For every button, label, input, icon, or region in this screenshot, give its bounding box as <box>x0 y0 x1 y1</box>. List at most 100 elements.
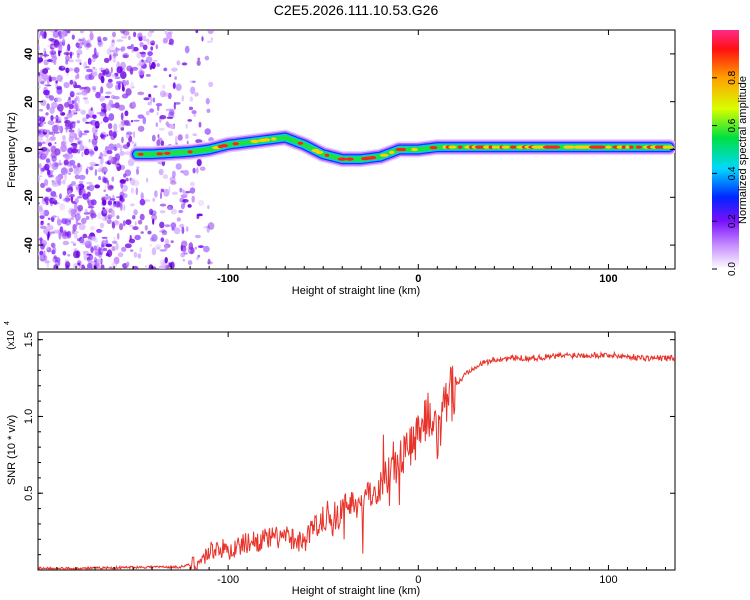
noise-speckle <box>82 97 88 100</box>
snr-panel: -100 0 100 0.5 1.0 1.5 Height of straight lin… <box>4 321 676 597</box>
noise-speckle <box>38 84 41 90</box>
noise-speckle <box>168 130 174 137</box>
noise-speckle <box>156 63 160 67</box>
track-peak <box>369 156 377 160</box>
noise-speckle <box>87 39 91 45</box>
noise-speckle <box>116 39 124 42</box>
noise-speckle <box>88 238 93 241</box>
noise-speckle <box>51 101 58 109</box>
noise-speckle <box>68 103 74 110</box>
noise-speckle <box>174 102 181 105</box>
noise-speckle <box>64 116 69 120</box>
noise-speckle <box>38 129 41 135</box>
noise-speckle <box>40 31 45 36</box>
noise-speckle <box>73 81 77 89</box>
noise-speckle <box>108 130 113 137</box>
noise-speckle <box>83 148 90 156</box>
noise-speckle <box>138 32 143 38</box>
track-peak <box>664 145 674 149</box>
noise-speckle <box>76 53 80 59</box>
noise-speckle <box>101 166 108 174</box>
noise-speckle <box>181 226 185 234</box>
noise-speckle <box>122 54 128 58</box>
noise-speckle <box>160 237 165 242</box>
noise-speckle <box>86 262 93 269</box>
noise-speckle <box>107 180 110 186</box>
track-peak <box>550 145 561 149</box>
noise-speckle <box>113 53 119 57</box>
noise-speckle <box>160 188 165 193</box>
track-peak <box>616 145 624 149</box>
noise-speckle <box>67 67 74 72</box>
noise-speckle <box>132 226 139 231</box>
noise-speckle <box>112 194 115 202</box>
noise-speckle <box>56 74 63 82</box>
noise-speckle <box>97 263 101 269</box>
noise-speckle <box>151 214 158 221</box>
noise-speckle <box>78 264 82 269</box>
noise-speckle <box>108 155 114 164</box>
noise-speckle <box>201 36 204 42</box>
noise-speckle <box>98 176 102 181</box>
noise-speckle <box>45 201 49 206</box>
noise-speckle <box>104 196 111 201</box>
noise-speckle <box>192 80 196 84</box>
noise-speckle <box>151 266 156 269</box>
noise-speckle <box>44 84 52 87</box>
noise-speckle <box>51 162 59 171</box>
noise-speckle <box>189 181 195 187</box>
noise-speckle <box>83 212 90 215</box>
noise-speckle <box>185 133 189 140</box>
noise-speckle <box>105 91 112 95</box>
noise-speckle <box>89 161 97 166</box>
noise-speckle <box>206 40 213 43</box>
noise-speckle <box>116 215 120 220</box>
noise-speckle <box>71 100 75 105</box>
noise-speckle <box>50 76 57 81</box>
noise-speckle <box>99 68 106 71</box>
noise-speckle <box>81 37 86 44</box>
noise-speckle <box>208 81 214 87</box>
noise-speckle <box>146 177 149 183</box>
noise-speckle <box>39 250 44 256</box>
noise-speckle <box>76 120 81 124</box>
noise-speckle <box>66 168 70 175</box>
noise-speckle <box>120 36 128 39</box>
noise-speckle <box>154 190 158 198</box>
noise-speckle <box>125 219 132 226</box>
noise-speckle <box>188 106 194 111</box>
noise-speckle <box>74 197 79 204</box>
noise-speckle <box>62 35 65 39</box>
noise-speckle <box>198 121 202 128</box>
snr-axes: -100 0 100 0.5 1.0 1.5 <box>23 332 675 586</box>
noise-speckle <box>171 191 178 195</box>
noise-speckle <box>156 246 160 250</box>
noise-speckle <box>196 256 199 261</box>
noise-speckle <box>86 68 93 73</box>
noise-speckle <box>47 59 53 62</box>
noise-speckle <box>115 80 123 85</box>
noise-speckle <box>96 228 102 233</box>
noise-speckle <box>130 187 134 194</box>
noise-speckle <box>81 217 87 224</box>
noise-speckle <box>113 236 116 242</box>
noise-speckle <box>184 190 192 194</box>
noise-speckle <box>114 102 120 109</box>
noise-speckle <box>60 30 66 37</box>
noise-speckle <box>99 222 105 229</box>
noise-speckle <box>78 223 86 231</box>
noise-speckle <box>66 30 70 34</box>
noise-speckle <box>107 123 113 130</box>
noise-speckle <box>67 147 73 154</box>
noise-speckle <box>112 52 117 60</box>
noise-speckle <box>188 242 194 251</box>
noise-speckle <box>38 115 42 123</box>
noise-speckle <box>53 124 60 132</box>
snr-ytick-label: 0.5 <box>23 486 35 501</box>
noise-speckle <box>95 91 101 99</box>
noise-speckle <box>49 50 57 55</box>
noise-speckle <box>66 157 70 161</box>
noise-speckle <box>130 203 135 207</box>
noise-speckle <box>155 122 158 127</box>
noise-speckle <box>180 244 183 252</box>
